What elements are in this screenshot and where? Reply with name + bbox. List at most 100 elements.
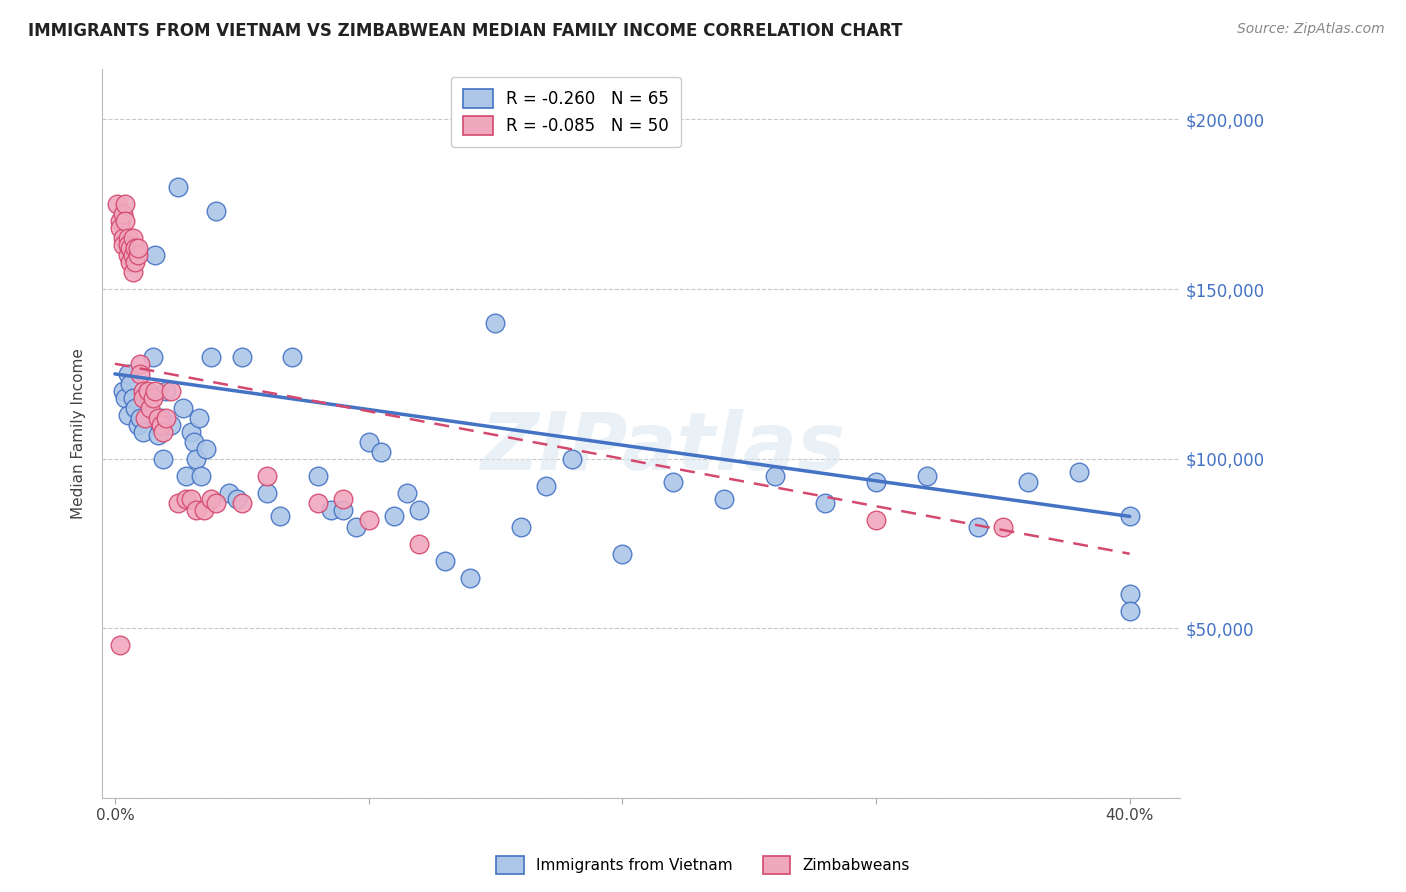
Point xyxy=(1119,509,1142,524)
Point xyxy=(332,502,354,516)
Point xyxy=(111,231,134,245)
Point xyxy=(184,451,207,466)
Point xyxy=(256,485,278,500)
Point xyxy=(120,241,142,255)
Point xyxy=(124,401,146,415)
Point xyxy=(111,207,134,221)
Point xyxy=(155,411,177,425)
Point xyxy=(814,496,837,510)
Point xyxy=(155,384,177,398)
Point xyxy=(534,479,557,493)
Point xyxy=(120,255,142,269)
Point xyxy=(136,384,159,398)
Point xyxy=(174,492,197,507)
Point xyxy=(117,248,139,262)
Point xyxy=(142,391,165,405)
Point xyxy=(127,241,149,255)
Point xyxy=(344,519,367,533)
Point xyxy=(484,316,506,330)
Point xyxy=(307,468,329,483)
Point xyxy=(357,513,380,527)
Point xyxy=(458,570,481,584)
Point xyxy=(205,496,228,510)
Point xyxy=(231,350,253,364)
Point xyxy=(124,255,146,269)
Point xyxy=(159,417,181,432)
Point xyxy=(117,231,139,245)
Point xyxy=(167,496,190,510)
Point xyxy=(357,434,380,449)
Point xyxy=(991,519,1014,533)
Point xyxy=(127,248,149,262)
Point xyxy=(200,350,222,364)
Point xyxy=(1017,475,1039,490)
Point xyxy=(152,451,174,466)
Text: ZIPatlas: ZIPatlas xyxy=(481,409,845,487)
Point xyxy=(408,502,430,516)
Point xyxy=(134,411,156,425)
Point xyxy=(145,248,167,262)
Legend: R = -0.260   N = 65, R = -0.085   N = 50: R = -0.260 N = 65, R = -0.085 N = 50 xyxy=(451,77,681,147)
Point xyxy=(129,367,152,381)
Point xyxy=(408,536,430,550)
Point xyxy=(117,367,139,381)
Point xyxy=(107,197,129,211)
Point xyxy=(231,496,253,510)
Point xyxy=(108,639,131,653)
Point xyxy=(114,391,136,405)
Point xyxy=(108,214,131,228)
Point xyxy=(120,377,142,392)
Point xyxy=(307,496,329,510)
Point xyxy=(114,214,136,228)
Point xyxy=(763,468,786,483)
Point xyxy=(134,387,156,401)
Point xyxy=(183,434,205,449)
Point xyxy=(1119,604,1142,618)
Point xyxy=(149,411,172,425)
Point xyxy=(129,411,152,425)
Point xyxy=(114,197,136,211)
Point xyxy=(111,238,134,252)
Point xyxy=(218,485,240,500)
Point xyxy=(713,492,735,507)
Point xyxy=(612,547,634,561)
Point xyxy=(205,204,228,219)
Point xyxy=(200,492,222,507)
Point xyxy=(108,221,131,235)
Point xyxy=(139,387,162,401)
Point xyxy=(142,350,165,364)
Point xyxy=(1067,465,1090,479)
Point xyxy=(433,553,456,567)
Point xyxy=(180,492,202,507)
Point xyxy=(195,442,218,456)
Point xyxy=(146,428,169,442)
Point xyxy=(193,502,215,516)
Point xyxy=(149,417,172,432)
Point xyxy=(225,492,247,507)
Point xyxy=(966,519,988,533)
Point xyxy=(865,513,887,527)
Point xyxy=(180,425,202,439)
Point xyxy=(915,468,938,483)
Point xyxy=(111,384,134,398)
Text: Source: ZipAtlas.com: Source: ZipAtlas.com xyxy=(1237,22,1385,37)
Point xyxy=(332,492,354,507)
Point xyxy=(172,401,194,415)
Point xyxy=(187,411,209,425)
Text: IMMIGRANTS FROM VIETNAM VS ZIMBABWEAN MEDIAN FAMILY INCOME CORRELATION CHART: IMMIGRANTS FROM VIETNAM VS ZIMBABWEAN ME… xyxy=(28,22,903,40)
Point xyxy=(382,509,405,524)
Point xyxy=(281,350,304,364)
Point xyxy=(127,417,149,432)
Point xyxy=(121,391,143,405)
Legend: Immigrants from Vietnam, Zimbabweans: Immigrants from Vietnam, Zimbabweans xyxy=(489,850,917,880)
Point xyxy=(184,502,207,516)
Point xyxy=(190,468,212,483)
Point xyxy=(174,468,197,483)
Point xyxy=(269,509,291,524)
Point xyxy=(121,248,143,262)
Point xyxy=(124,241,146,255)
Point xyxy=(129,357,152,371)
Point xyxy=(145,384,167,398)
Point xyxy=(132,391,155,405)
Point xyxy=(319,502,342,516)
